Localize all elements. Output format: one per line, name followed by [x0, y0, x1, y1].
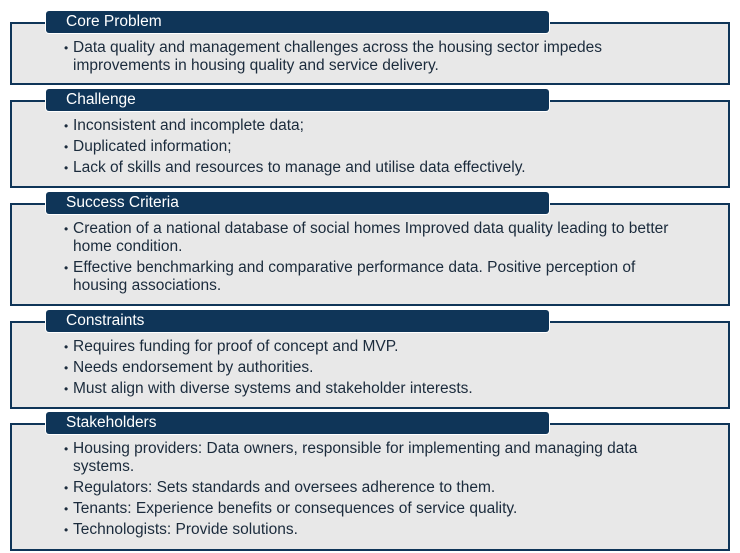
bullet-list: Creation of a national database of socia… — [64, 220, 684, 298]
list-item: Lack of skills and resources to manage a… — [64, 159, 684, 177]
section-challenge: Challenge Inconsistent and incomplete da… — [10, 89, 730, 188]
section-title: Constraints — [46, 310, 549, 332]
section-title: Stakeholders — [46, 412, 549, 434]
bullet-list: Requires funding for proof of concept an… — [64, 338, 684, 401]
bullet-list: Housing providers: Data owners, responsi… — [64, 440, 684, 542]
list-item: Effective benchmarking and comparative p… — [64, 259, 684, 295]
section-title: Core Problem — [46, 11, 549, 33]
list-item: Must align with diverse systems and stak… — [64, 380, 684, 398]
bullet-list: Inconsistent and incomplete data; Duplic… — [64, 117, 684, 180]
section-title: Success Criteria — [46, 192, 549, 214]
section-constraints: Constraints Requires funding for proof o… — [10, 310, 730, 409]
bullet-list: Data quality and management challenges a… — [64, 39, 684, 78]
list-item: Creation of a national database of socia… — [64, 220, 684, 256]
section-success-criteria: Success Criteria Creation of a national … — [10, 192, 730, 306]
list-item: Regulators: Sets standards and oversees … — [64, 479, 684, 497]
list-item: Requires funding for proof of concept an… — [64, 338, 684, 356]
list-item: Tenants: Experience benefits or conseque… — [64, 500, 684, 518]
list-item: Needs endorsement by authorities. — [64, 359, 684, 377]
list-item: Inconsistent and incomplete data; — [64, 117, 684, 135]
section-title: Challenge — [46, 89, 549, 111]
list-item: Data quality and management challenges a… — [64, 39, 684, 75]
list-item: Duplicated information; — [64, 138, 684, 156]
list-item: Housing providers: Data owners, responsi… — [64, 440, 684, 476]
section-stakeholders: Stakeholders Housing providers: Data own… — [10, 412, 730, 551]
list-item: Technologists: Provide solutions. — [64, 521, 684, 539]
section-core-problem: Core Problem Data quality and management… — [10, 11, 730, 85]
